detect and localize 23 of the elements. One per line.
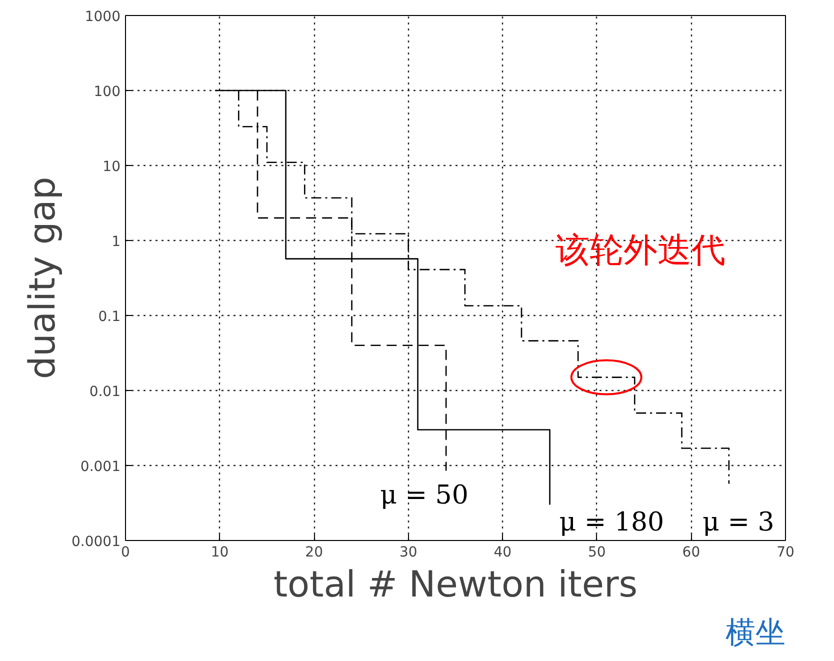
annotation: μ = 3 [702, 508, 774, 538]
x-axis-title: total # Newton iters [273, 564, 638, 606]
x-tick-label: 20 [305, 544, 323, 560]
x-tick-label: 60 [682, 544, 700, 560]
text: 横坐 [726, 616, 786, 650]
y-tick-label: 100 [94, 84, 121, 100]
x-tick-label: 30 [399, 544, 418, 560]
y-tick-label: 0.0001 [72, 534, 121, 550]
x-tick-label: 50 [588, 544, 606, 560]
x-tick-label: 40 [494, 544, 512, 560]
x-tick-label: 0 [121, 544, 130, 560]
y-tick-label: 1 [112, 234, 121, 250]
annotation: 该轮外迭代 [556, 230, 726, 270]
y-axis-title: duality gap [22, 176, 64, 380]
y-tick-label: 0.01 [89, 384, 120, 400]
y-tick-label: 10 [102, 159, 121, 175]
y-tick-label: 0.001 [80, 459, 121, 475]
y-tick-label: 0.1 [98, 309, 120, 325]
y-tick-label: 1000 [84, 9, 121, 25]
annotation: μ = 50 [380, 480, 468, 510]
annotation: μ = 180 [559, 508, 664, 538]
x-tick-label: 10 [210, 544, 229, 560]
x-tick-label: 70 [776, 544, 794, 560]
